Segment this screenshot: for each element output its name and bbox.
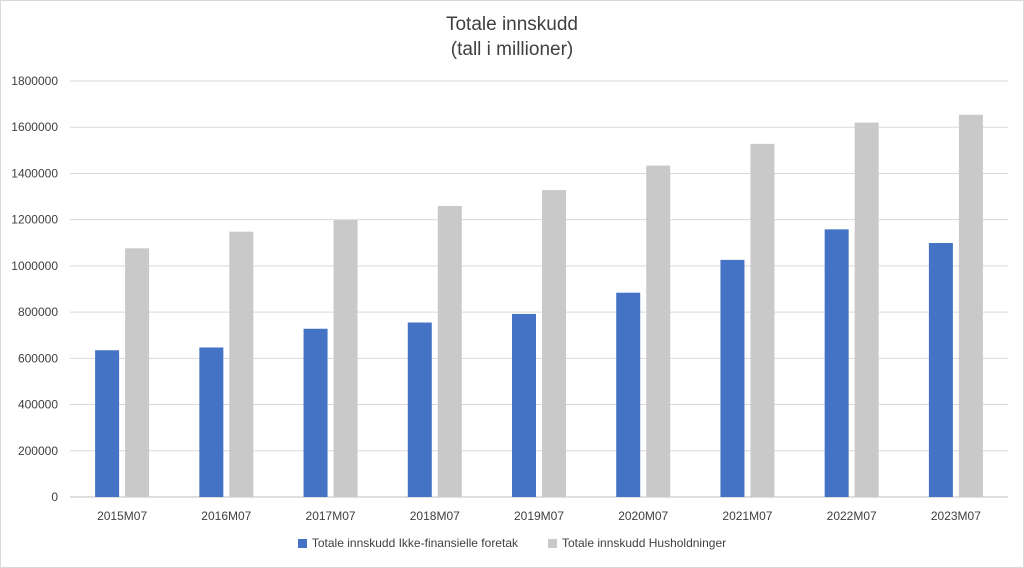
x-tick-label: 2018M07 <box>410 509 460 523</box>
x-tick-label: 2020M07 <box>618 509 668 523</box>
x-tick-label: 2021M07 <box>722 509 772 523</box>
chart-subtitle: (tall i millioner) <box>450 39 574 60</box>
bar <box>229 231 254 497</box>
bar <box>854 122 879 497</box>
bar <box>95 350 120 497</box>
bar <box>125 248 150 497</box>
legend-swatch-series-2 <box>548 538 557 548</box>
bar <box>824 229 849 497</box>
bar <box>928 243 953 497</box>
legend: Totale innskudd Ikke-finansielle foretak… <box>0 536 1024 550</box>
y-tick-label: 1200000 <box>11 213 58 227</box>
y-tick-label: 1000000 <box>11 259 58 273</box>
bar <box>616 292 641 497</box>
bar <box>199 347 224 497</box>
y-tick-label: 800000 <box>18 305 58 319</box>
bar <box>720 259 745 497</box>
y-tick-label: 1400000 <box>11 166 58 180</box>
y-tick-label: 1600000 <box>11 120 58 134</box>
y-tick-label: 0 <box>51 490 58 504</box>
legend-swatch-series-1 <box>297 538 307 548</box>
y-tick-label: 600000 <box>18 351 58 365</box>
bar <box>407 322 432 497</box>
bar <box>958 114 983 498</box>
chart-title: Totale innskudd <box>445 14 579 35</box>
y-tick-label: 200000 <box>18 444 58 458</box>
bar <box>646 165 671 497</box>
bar <box>750 143 775 497</box>
x-tick-label: 2019M07 <box>514 509 564 523</box>
bar <box>333 220 358 497</box>
legend-item-series-2: Totale innskudd Husholdninger <box>548 536 726 550</box>
legend-label-series-1: Totale innskudd Ikke-finansielle foretak <box>311 536 518 550</box>
legend-item-series-1: Totale innskudd Ikke-finansielle foretak <box>297 536 518 550</box>
bar <box>512 313 536 497</box>
bar <box>542 190 566 497</box>
y-tick-label: 400000 <box>18 398 58 412</box>
y-tick-label: 1800000 <box>11 74 58 88</box>
bar <box>437 206 462 497</box>
x-tick-label: 2015M07 <box>97 509 147 523</box>
x-tick-label: 2023M07 <box>931 509 981 523</box>
x-tick-label: 2016M07 <box>201 509 251 523</box>
x-tick-label: 2017M07 <box>306 509 356 523</box>
bar <box>303 328 328 497</box>
x-tick-label: 2022M07 <box>827 509 877 523</box>
legend-label-series-2: Totale innskudd Husholdninger <box>562 536 727 550</box>
